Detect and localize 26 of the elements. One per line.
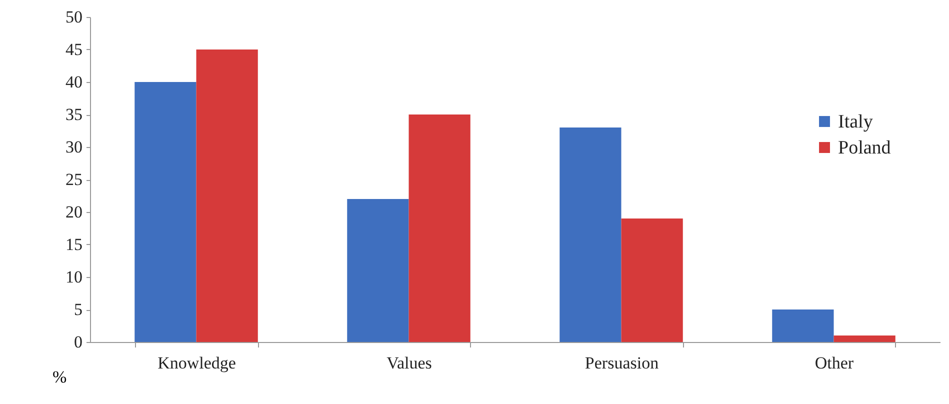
bar [772, 310, 834, 342]
y-tick-label: 20 [66, 202, 82, 222]
y-tick-label: 25 [66, 170, 82, 189]
x-tick-label: Knowledge [158, 354, 236, 372]
bar [196, 50, 258, 342]
legend-label: Poland [838, 138, 892, 158]
legend-label: Italy [838, 112, 874, 132]
y-tick-label: 0 [74, 332, 82, 352]
y-tick-label: 45 [66, 40, 82, 59]
x-tick-label: Other [814, 354, 854, 372]
bar [347, 199, 409, 342]
x-tick-label: Persuasion [584, 354, 660, 372]
y-tick-label: 10 [66, 268, 82, 286]
y-tick-label: 50 [66, 8, 82, 26]
bar [621, 218, 683, 342]
x-tick-label: Values [386, 354, 432, 372]
y-tick-label: 30 [66, 138, 82, 156]
y-tick-label: 35 [66, 105, 82, 124]
bar [834, 336, 896, 342]
y-tick-label: 15 [66, 235, 82, 254]
y-axis-title: % [52, 368, 67, 386]
y-tick-label: 40 [66, 72, 82, 92]
bar [560, 128, 622, 342]
y-tick-label: 5 [74, 300, 82, 319]
bar [408, 114, 470, 342]
bar [134, 82, 196, 342]
